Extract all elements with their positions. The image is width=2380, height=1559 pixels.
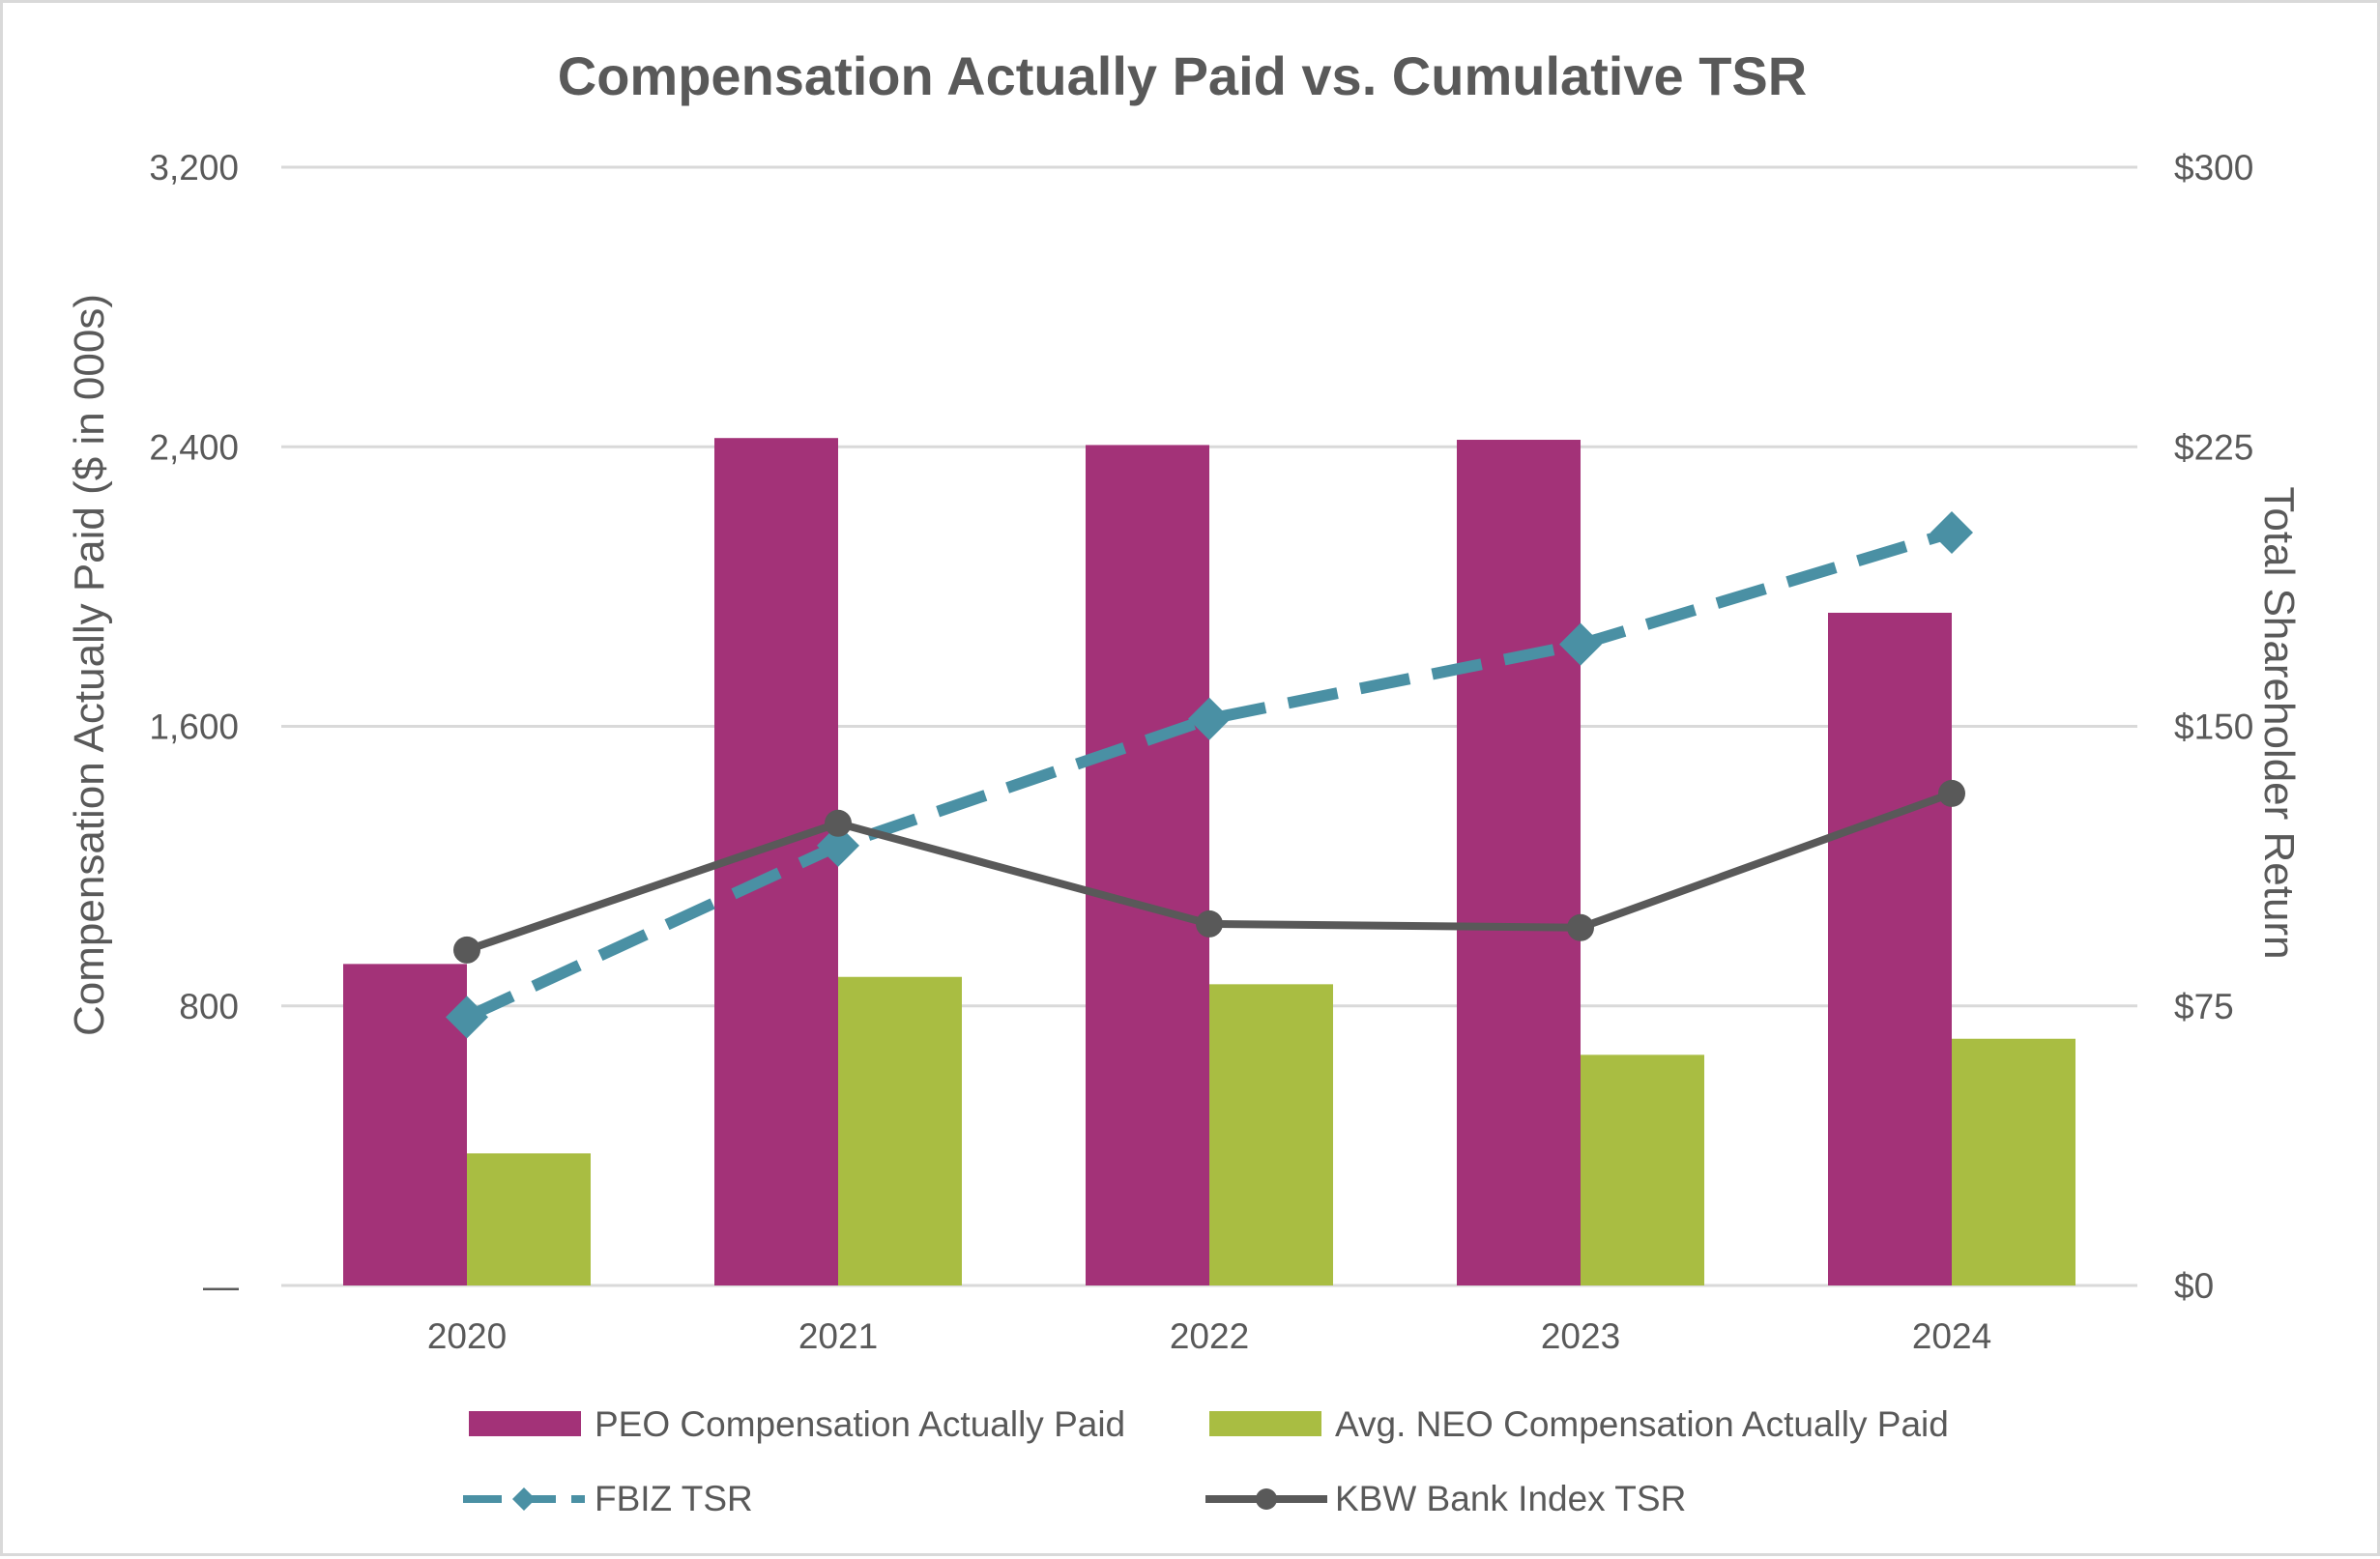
- y-left-tick-labels: — 800 1,600 2,400 3,200: [149, 148, 239, 1306]
- legend-marker-kbw: [1256, 1488, 1277, 1510]
- bar-peo-2023: [1457, 440, 1581, 1285]
- legend-label-kbw: KBW Bank Index TSR: [1335, 1479, 1686, 1518]
- x-tick-label: 2020: [427, 1316, 507, 1356]
- y-right-axis-title: Total Shareholder Return: [2255, 486, 2303, 959]
- marker-kbw-2022: [1196, 909, 1223, 938]
- y-left-tick-label: 3,200: [149, 148, 239, 188]
- legend-item-kbw: KBW Bank Index TSR: [1205, 1479, 1686, 1518]
- bar-series: [343, 438, 2075, 1285]
- marker-fbiz-2024: [1930, 510, 1973, 554]
- bar-neo-2021: [838, 976, 962, 1285]
- bar-peo-2024: [1828, 612, 1952, 1285]
- x-tick-labels: 2020 2021 2022 2023 2024: [427, 1316, 1991, 1356]
- legend-marker-fbiz: [512, 1487, 536, 1511]
- combo-chart: Compensation Actually Paid vs. Cumulativ…: [66, 45, 2303, 1518]
- legend: PEO Compensation Actually Paid Avg. NEO …: [463, 1404, 1949, 1518]
- marker-fbiz-2023: [1559, 622, 1602, 666]
- legend-label-peo: PEO Compensation Actually Paid: [595, 1404, 1125, 1444]
- x-tick-label: 2024: [1912, 1316, 1991, 1356]
- legend-swatch-peo: [469, 1411, 581, 1436]
- legend-item-fbiz: FBIZ TSR: [463, 1479, 753, 1518]
- bar-neo-2020: [467, 1153, 591, 1285]
- bar-peo-2020: [343, 964, 467, 1285]
- y-right-tick-label: $150: [2174, 707, 2253, 747]
- x-tick-label: 2023: [1541, 1316, 1620, 1356]
- bar-neo-2023: [1581, 1054, 1704, 1285]
- bar-neo-2022: [1209, 984, 1333, 1285]
- marker-kbw-2023: [1567, 913, 1594, 941]
- x-tick-label: 2022: [1170, 1316, 1249, 1356]
- y-left-tick-label: —: [203, 1266, 239, 1306]
- marker-fbiz-2020: [446, 996, 488, 1039]
- bar-peo-2022: [1086, 445, 1209, 1285]
- legend-label-neo: Avg. NEO Compensation Actually Paid: [1335, 1404, 1949, 1444]
- marker-fbiz-2021: [817, 823, 859, 867]
- marker-kbw-2024: [1938, 779, 1965, 807]
- legend-item-neo: Avg. NEO Compensation Actually Paid: [1209, 1404, 1949, 1444]
- y-left-tick-label: 800: [179, 987, 239, 1026]
- y-right-tick-label: $75: [2174, 987, 2234, 1026]
- y-right-tick-label: $300: [2174, 148, 2253, 188]
- y-left-tick-label: 1,600: [149, 707, 239, 747]
- line-series: [446, 510, 1973, 1039]
- y-right-tick-labels: $0 $75 $150 $225 $300: [2174, 148, 2253, 1306]
- legend-swatch-neo: [1209, 1411, 1321, 1436]
- bar-neo-2024: [1952, 1038, 2075, 1285]
- legend-label-fbiz: FBIZ TSR: [595, 1479, 753, 1518]
- legend-item-peo: PEO Compensation Actually Paid: [469, 1404, 1125, 1444]
- marker-kbw-2020: [453, 936, 480, 964]
- x-tick-label: 2021: [798, 1316, 878, 1356]
- marker-fbiz-2022: [1188, 697, 1231, 740]
- chart-title: Compensation Actually Paid vs. Cumulativ…: [558, 45, 1807, 106]
- y-left-tick-label: 2,400: [149, 427, 239, 467]
- y-right-tick-label: $0: [2174, 1266, 2214, 1306]
- y-left-axis-title: Compensation Actually Paid ($ in 000s): [66, 294, 113, 1036]
- marker-kbw-2021: [825, 809, 852, 837]
- y-right-tick-label: $225: [2174, 427, 2253, 467]
